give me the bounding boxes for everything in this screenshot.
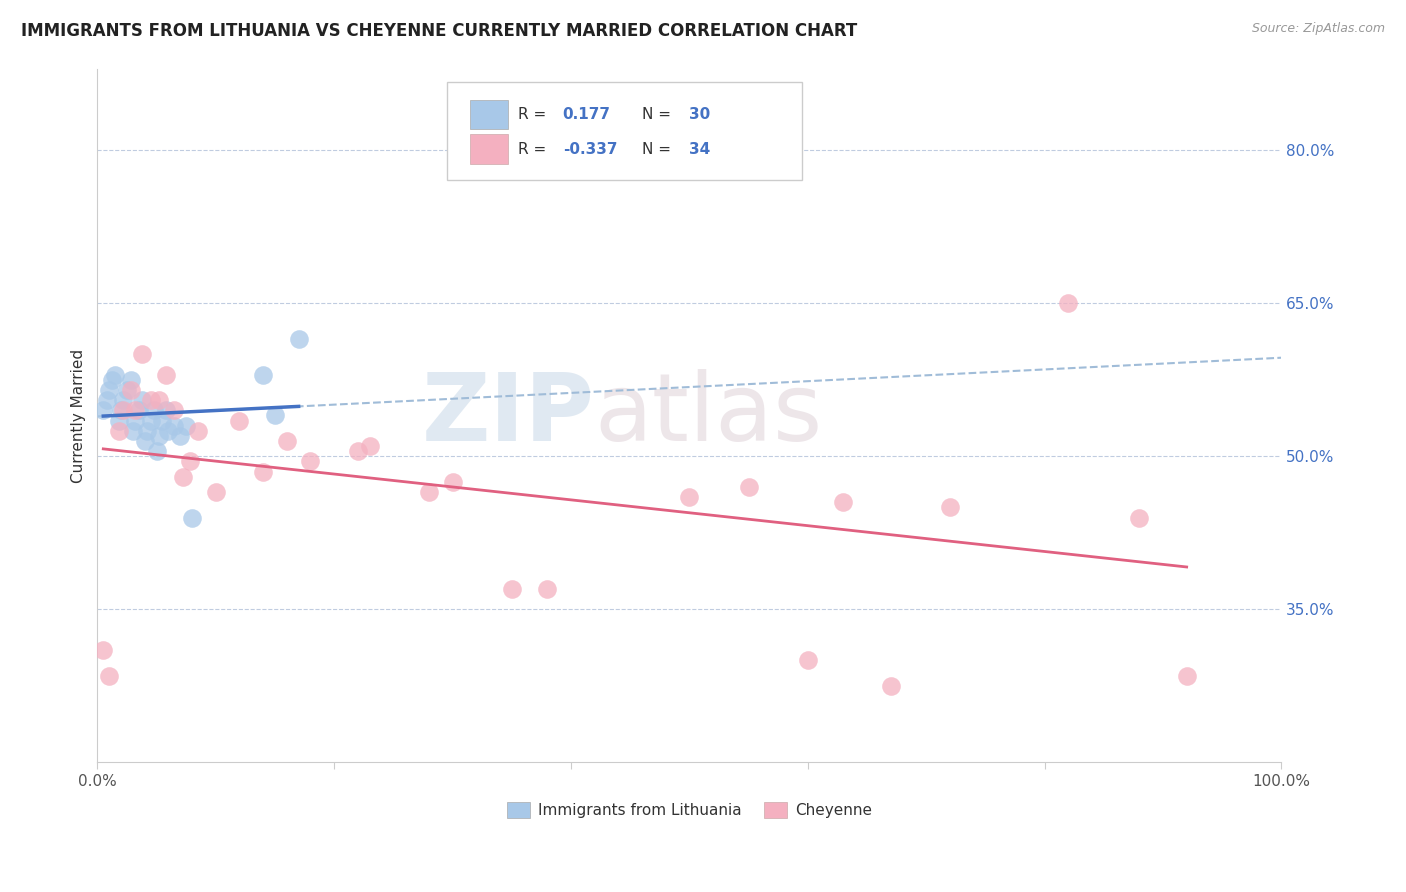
- Point: [737, 480, 759, 494]
- Point: [163, 403, 186, 417]
- Point: [536, 582, 558, 596]
- Point: [152, 414, 174, 428]
- Point: [143, 403, 166, 417]
- Point: [157, 424, 180, 438]
- Point: [1057, 296, 1080, 310]
- FancyBboxPatch shape: [447, 82, 801, 179]
- Point: [678, 490, 700, 504]
- Point: [228, 414, 250, 428]
- Text: 30: 30: [689, 107, 710, 122]
- Point: [276, 434, 298, 448]
- Point: [124, 414, 146, 428]
- Point: [1175, 669, 1198, 683]
- Point: [131, 347, 153, 361]
- Point: [347, 444, 370, 458]
- Point: [148, 393, 170, 408]
- FancyBboxPatch shape: [471, 100, 508, 128]
- Point: [252, 465, 274, 479]
- Text: N =: N =: [643, 142, 671, 156]
- Point: [939, 500, 962, 515]
- Point: [501, 582, 523, 596]
- Point: [134, 434, 156, 448]
- Point: [139, 414, 162, 428]
- Point: [179, 454, 201, 468]
- Point: [1128, 510, 1150, 524]
- Text: 34: 34: [689, 142, 710, 156]
- Point: [441, 475, 464, 489]
- Point: [91, 403, 114, 417]
- Point: [169, 429, 191, 443]
- Point: [204, 485, 226, 500]
- Text: R =: R =: [517, 107, 546, 122]
- Point: [418, 485, 440, 500]
- Point: [187, 424, 209, 438]
- Point: [122, 424, 145, 438]
- Point: [264, 409, 287, 423]
- Point: [115, 383, 138, 397]
- Point: [120, 383, 142, 397]
- Point: [91, 643, 114, 657]
- Point: [96, 393, 118, 408]
- Point: [120, 373, 142, 387]
- Point: [98, 383, 121, 397]
- Point: [163, 418, 186, 433]
- Text: Source: ZipAtlas.com: Source: ZipAtlas.com: [1251, 22, 1385, 36]
- Point: [104, 368, 127, 382]
- Point: [172, 469, 194, 483]
- Point: [155, 368, 177, 382]
- Point: [181, 510, 204, 524]
- Point: [797, 653, 820, 667]
- Point: [148, 429, 170, 443]
- Point: [139, 393, 162, 408]
- Point: [131, 393, 153, 408]
- Text: atlas: atlas: [595, 369, 823, 461]
- Legend: Immigrants from Lithuania, Cheyenne: Immigrants from Lithuania, Cheyenne: [501, 796, 877, 824]
- Point: [124, 403, 146, 417]
- Text: 0.177: 0.177: [562, 107, 610, 122]
- Point: [287, 332, 309, 346]
- Point: [252, 368, 274, 382]
- Point: [112, 403, 135, 417]
- Point: [112, 393, 135, 408]
- Point: [359, 439, 381, 453]
- Point: [107, 414, 129, 428]
- Text: -0.337: -0.337: [562, 142, 617, 156]
- Point: [136, 424, 159, 438]
- Point: [155, 403, 177, 417]
- Point: [299, 454, 322, 468]
- Text: R =: R =: [517, 142, 546, 156]
- Text: ZIP: ZIP: [422, 369, 595, 461]
- Y-axis label: Currently Married: Currently Married: [72, 349, 86, 483]
- Point: [879, 679, 901, 693]
- Point: [107, 424, 129, 438]
- Text: IMMIGRANTS FROM LITHUANIA VS CHEYENNE CURRENTLY MARRIED CORRELATION CHART: IMMIGRANTS FROM LITHUANIA VS CHEYENNE CU…: [21, 22, 858, 40]
- FancyBboxPatch shape: [471, 135, 508, 163]
- Point: [174, 418, 197, 433]
- Point: [110, 403, 132, 417]
- Point: [100, 373, 122, 387]
- Point: [128, 403, 150, 417]
- Point: [832, 495, 855, 509]
- Point: [98, 669, 121, 683]
- Point: [145, 444, 167, 458]
- Text: N =: N =: [643, 107, 671, 122]
